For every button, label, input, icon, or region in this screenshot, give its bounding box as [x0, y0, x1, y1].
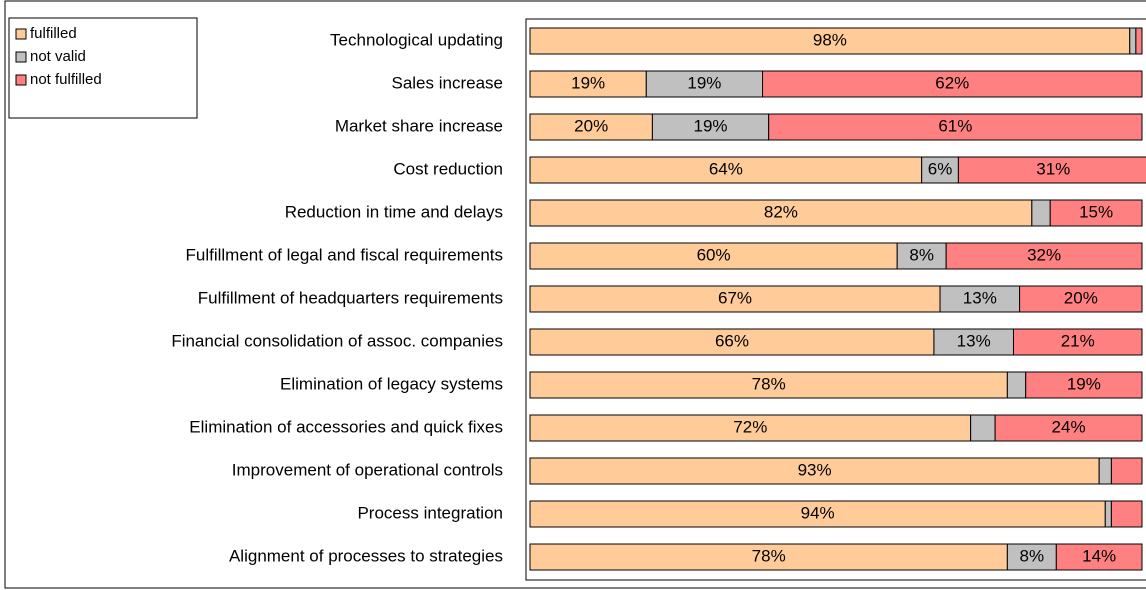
data-label: 21% — [1061, 331, 1095, 350]
data-label: 19% — [687, 73, 721, 92]
data-label: 66% — [715, 331, 749, 350]
data-label: 19% — [571, 73, 605, 92]
data-label: 13% — [957, 331, 991, 350]
bar-segment — [939, 285, 1021, 313]
legend-label: not valid — [30, 48, 86, 65]
bar-segment — [529, 414, 972, 442]
bar-segment — [1025, 371, 1143, 399]
y-tick-label: Reduction in time and delays — [285, 202, 503, 221]
bar-segment — [762, 70, 1143, 98]
y-tick-label: Financial consolidation of assoc. compan… — [171, 331, 503, 350]
bar-segment — [921, 156, 959, 184]
legend-label: not fulfilled — [30, 71, 102, 88]
y-tick-label: Elimination of legacy systems — [280, 374, 503, 393]
data-label: 93% — [798, 460, 832, 479]
data-label: 14% — [1082, 546, 1116, 565]
chart-frame — [4, 0, 1146, 589]
y-tick-label: Fulfillment of legal and fiscal requirem… — [186, 245, 503, 264]
bar-segment — [1006, 543, 1057, 571]
bar-segment — [1110, 500, 1143, 528]
bar-segment — [1031, 199, 1051, 227]
y-tick-label: Elimination of accessories and quick fix… — [189, 417, 503, 436]
data-label: 20% — [1064, 288, 1098, 307]
data-label: 61% — [938, 116, 972, 135]
data-label: 67% — [718, 288, 752, 307]
bar-segment — [645, 70, 764, 98]
bar-segment — [529, 199, 1033, 227]
legend-swatch — [15, 28, 27, 40]
bar-segment — [945, 242, 1143, 270]
data-label: 78% — [752, 374, 786, 393]
data-label: 82% — [764, 202, 798, 221]
data-label: 32% — [1027, 245, 1061, 264]
y-tick-label: Technological updating — [330, 30, 503, 49]
data-label: 13% — [963, 288, 997, 307]
bar-segment — [1135, 27, 1143, 55]
bar-segment — [1104, 500, 1112, 528]
bar-segment — [529, 500, 1106, 528]
bar-segment — [1055, 543, 1143, 571]
data-label: 8% — [1020, 546, 1045, 565]
bar-segment — [1006, 371, 1027, 399]
bar-segment — [994, 414, 1143, 442]
y-tick-label: Sales increase — [391, 73, 503, 92]
y-tick-label: Cost reduction — [393, 159, 503, 178]
y-tick-label: Process integration — [357, 503, 503, 522]
bar-segment — [1012, 328, 1143, 356]
bar-segment — [651, 113, 770, 141]
data-label: 8% — [909, 245, 934, 264]
bar-segment — [529, 113, 653, 141]
legend-box — [8, 17, 198, 119]
bar-segment — [1098, 457, 1112, 485]
data-label: 72% — [733, 417, 767, 436]
data-label: 15% — [1079, 202, 1113, 221]
data-label: 31% — [1036, 159, 1070, 178]
data-label: 64% — [709, 159, 743, 178]
data-label: 78% — [752, 546, 786, 565]
bar-segment — [1129, 27, 1137, 55]
legend-swatch — [15, 51, 27, 63]
data-label: 94% — [801, 503, 835, 522]
y-tick-label: Market share increase — [335, 116, 503, 135]
bar-segment — [529, 457, 1100, 485]
bar-segment — [529, 543, 1008, 571]
y-tick-label: Fulfillment of headquarters requirements — [198, 288, 503, 307]
bar-segment — [1110, 457, 1143, 485]
bar-segment — [768, 113, 1143, 141]
data-label: 19% — [1067, 374, 1101, 393]
data-label: 20% — [574, 116, 608, 135]
bar-segment — [1049, 199, 1143, 227]
plot-frame — [525, 18, 1146, 581]
bar-segment — [529, 27, 1131, 55]
y-tick-label: Alignment of processes to strategies — [229, 546, 503, 565]
legend-label: fulfilled — [30, 25, 77, 42]
data-label: 19% — [694, 116, 728, 135]
legend-swatch — [15, 74, 27, 86]
bar-segment — [529, 156, 923, 184]
data-label: 6% — [928, 159, 953, 178]
bar-segment — [970, 414, 996, 442]
bar-segment — [896, 242, 947, 270]
bar-segment — [957, 156, 1146, 184]
y-tick-label: Improvement of operational controls — [232, 460, 503, 479]
bar-segment — [529, 242, 898, 270]
bar-segment — [1019, 285, 1143, 313]
data-label: 60% — [697, 245, 731, 264]
legend: fulfilled not valid not fulfilled — [8, 17, 198, 119]
bar-segment — [529, 70, 647, 98]
data-label: 98% — [813, 30, 847, 49]
data-label: 24% — [1052, 417, 1086, 436]
data-label: 62% — [935, 73, 969, 92]
